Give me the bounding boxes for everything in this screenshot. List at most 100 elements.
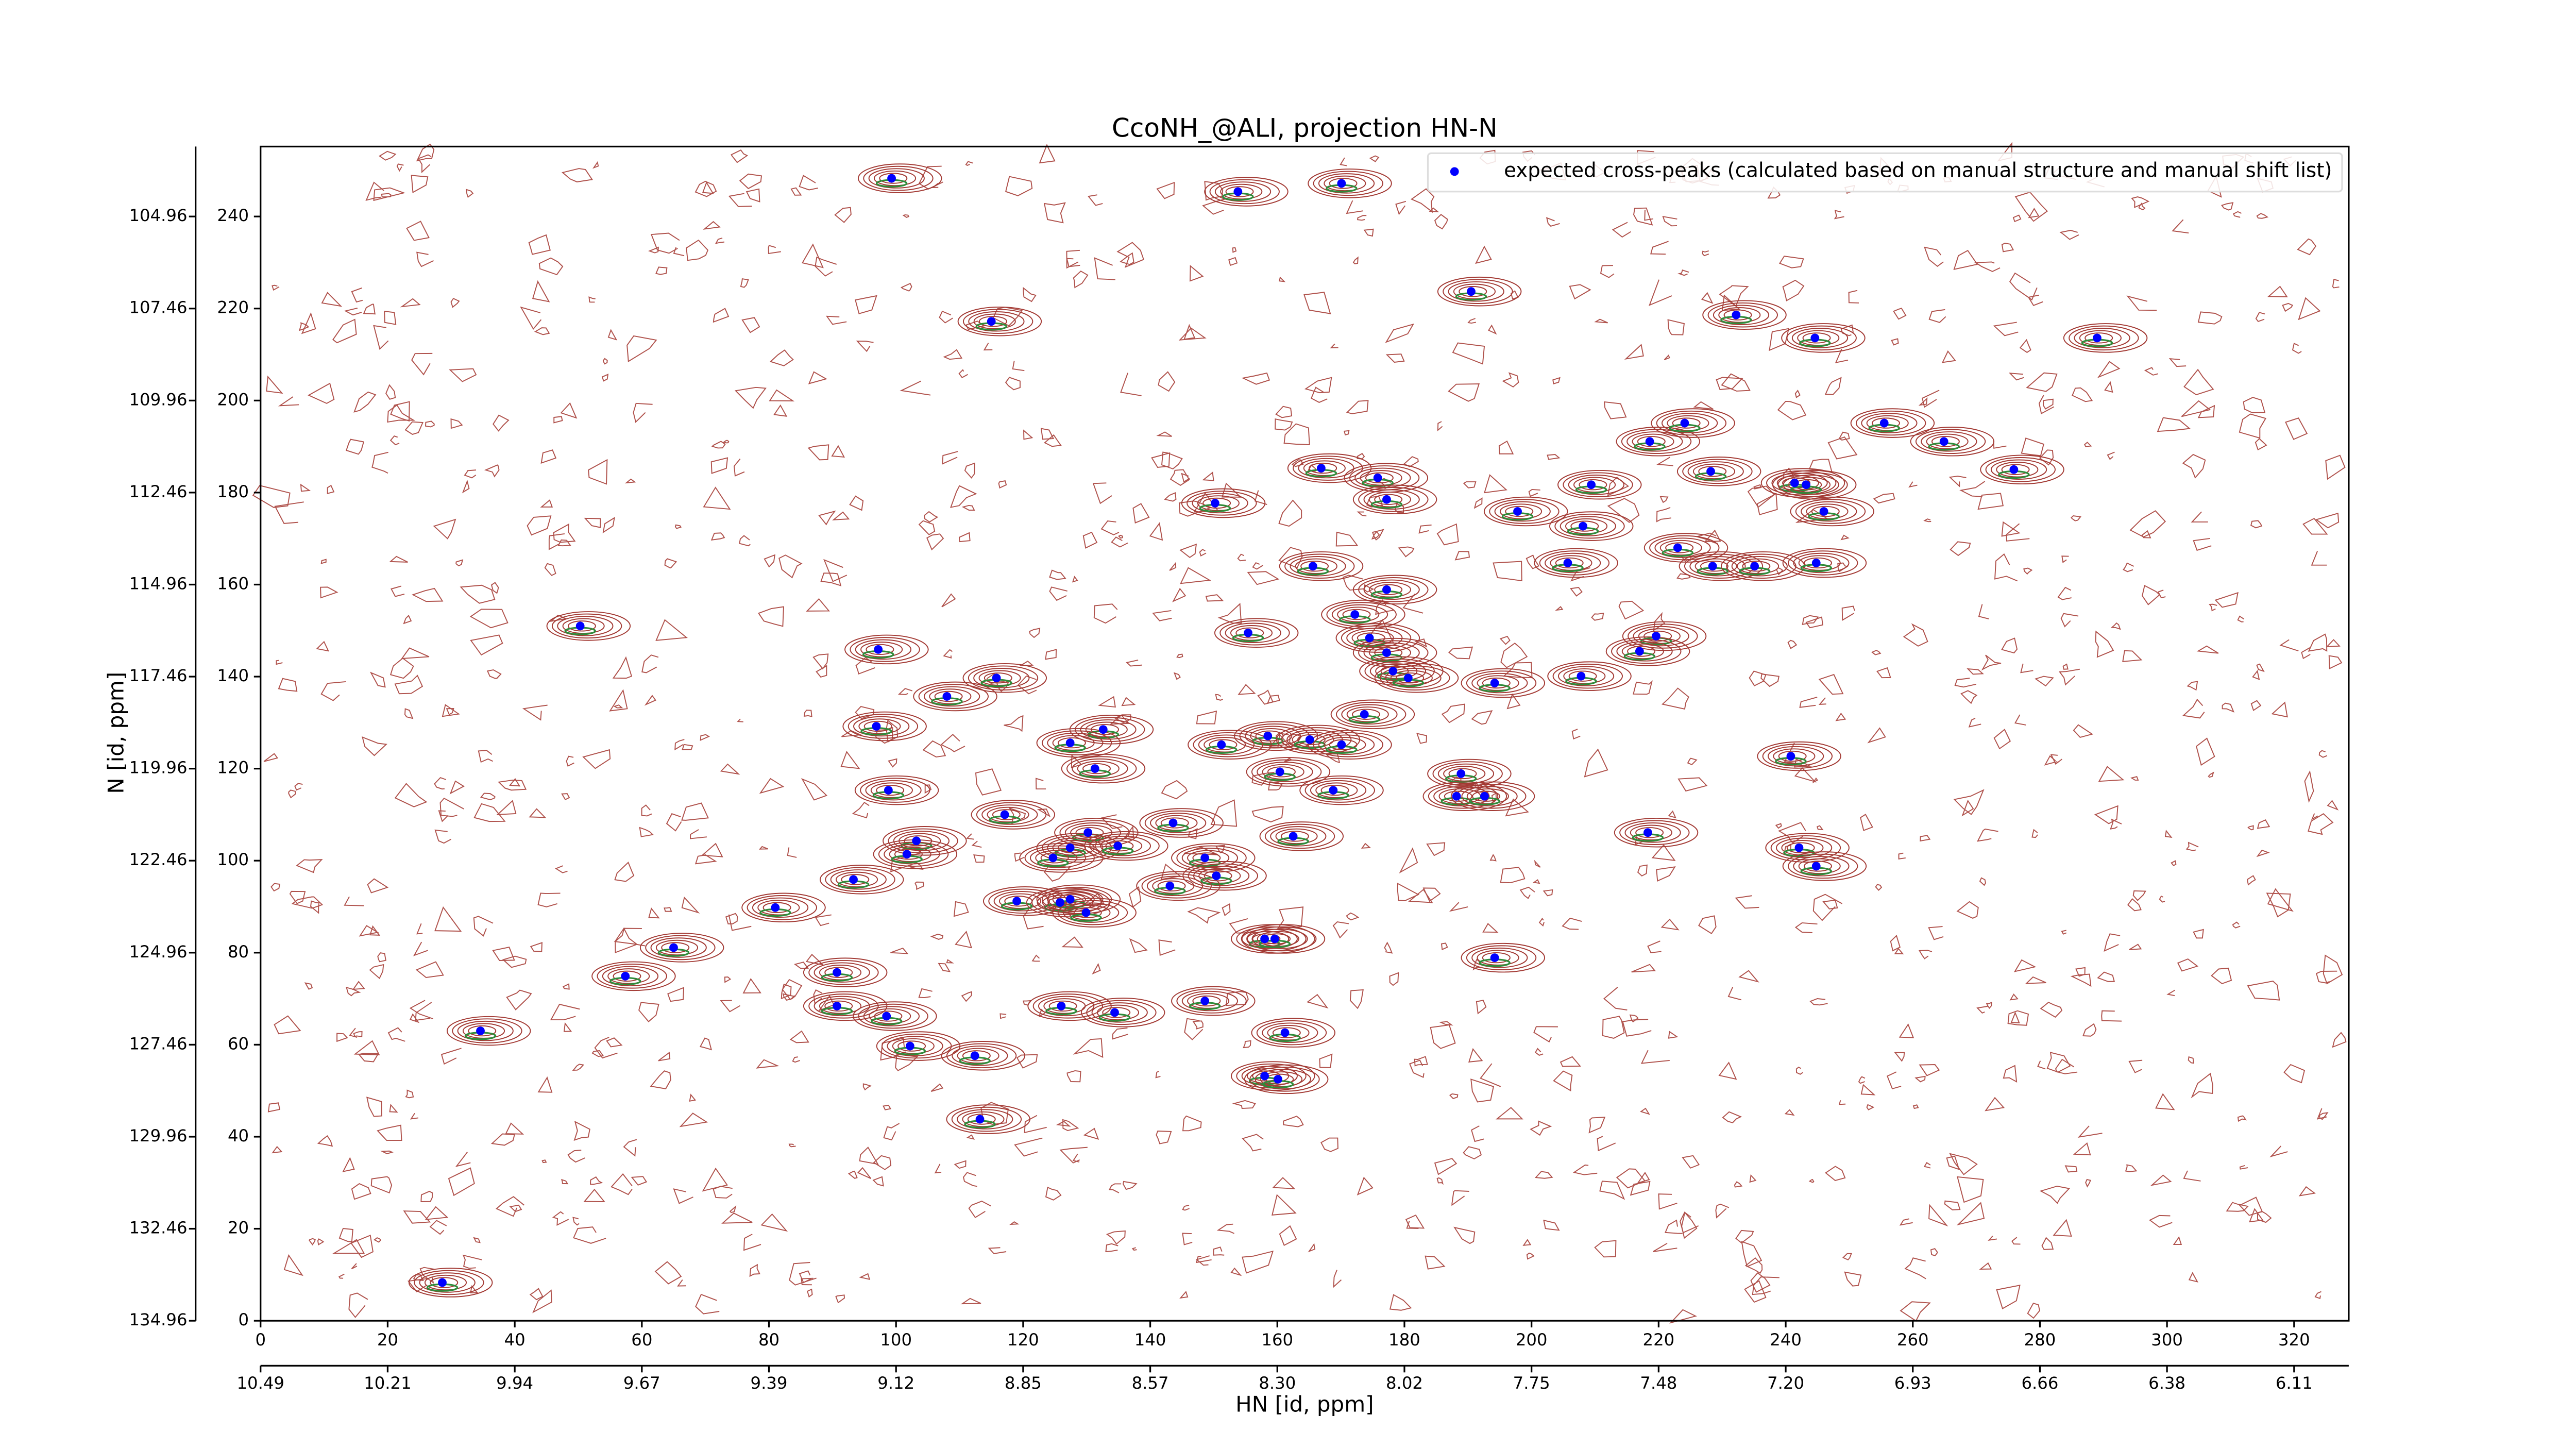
peak-contour [1192, 493, 1248, 514]
peak-contour [1204, 737, 1246, 753]
noise-contour [2122, 650, 2143, 662]
noise-contour [2141, 530, 2151, 538]
peak-contour [1052, 898, 1137, 928]
noise-contour [2019, 339, 2031, 353]
noise-contour [1131, 1247, 1137, 1251]
noise-contour [538, 257, 564, 276]
noise-contour [389, 658, 414, 679]
peak-contour [1563, 472, 1633, 497]
noise-contour [1979, 1262, 1992, 1270]
noise-contour [1941, 350, 1956, 363]
peak-contour [607, 968, 650, 984]
noise-contour [396, 163, 404, 172]
noise-contour [1805, 616, 1823, 629]
noise-contour [1668, 1031, 1679, 1039]
noise-contour [385, 384, 396, 400]
peak-contour [757, 900, 800, 916]
noise-contour [2188, 1272, 2199, 1283]
noise-contour [1682, 1155, 1700, 1169]
noise-contour [1875, 884, 1883, 891]
noise-contour [673, 247, 685, 257]
noise-contour [369, 925, 381, 936]
noise-contour [276, 660, 283, 665]
noise-contour [768, 245, 781, 255]
peak-contour [952, 1046, 1008, 1066]
peak-contour [1568, 670, 1597, 682]
peak-contour [1380, 665, 1450, 690]
noise-contour [1093, 603, 1118, 624]
peak-contour [1346, 706, 1389, 722]
peak-contour [1776, 837, 1833, 858]
noise-contour [2311, 551, 2327, 566]
noise-contour [1640, 1050, 1670, 1064]
noise-contour [2062, 663, 2069, 670]
peak-contour [1793, 552, 1850, 574]
noise-contour [1340, 157, 1347, 166]
noise-contour [1275, 418, 1293, 431]
noise-contour [1278, 499, 1302, 527]
noise-contour [1045, 649, 1057, 660]
noise-contour [1228, 257, 1238, 266]
peak-contour [1428, 783, 1499, 809]
noise-contour [1616, 1168, 1646, 1189]
noise-contour [859, 1147, 879, 1165]
peak-contour [1804, 557, 1832, 569]
noise-contour [1787, 639, 1798, 649]
peak-contour [1679, 551, 1764, 581]
peak-contour [850, 637, 920, 662]
noise-contour [529, 1288, 544, 1301]
noise-contour [1656, 507, 1671, 523]
peak-contour [462, 1023, 505, 1039]
noise-contour [758, 846, 768, 850]
noise-contour [1637, 864, 1648, 877]
noise-contour [373, 187, 406, 201]
peak-contour [946, 1043, 1017, 1069]
noise-contour [1449, 1093, 1459, 1100]
noise-contour [1361, 843, 1371, 849]
noise-contour [359, 925, 379, 937]
peak-contour [824, 1000, 853, 1012]
peak-contour [1770, 835, 1841, 861]
noise-contour [654, 1261, 682, 1285]
noise-contour [2098, 766, 2125, 782]
peak-contour [1698, 466, 1727, 477]
noise-contour [1155, 1071, 1161, 1079]
noise-contour [699, 1037, 713, 1051]
noise-contour [1179, 1290, 1189, 1299]
peak-contour [1798, 858, 1841, 874]
noise-contour [1978, 604, 1989, 620]
noise-contour [321, 292, 343, 307]
peak-contour [551, 613, 622, 639]
peak-contour [1659, 540, 1702, 556]
peak-contour [2001, 464, 2030, 475]
cross-peak-marker [1403, 673, 1413, 683]
peak-contour [957, 306, 1042, 336]
peak-contour [858, 718, 901, 734]
noise-contour [1651, 844, 1676, 861]
noise-contour [1749, 1174, 1757, 1183]
noise-contour [1437, 421, 1443, 432]
peak-contour [819, 865, 904, 895]
noise-contour [769, 349, 794, 366]
noise-contour [1876, 667, 1891, 679]
peak-contour [1064, 822, 1122, 843]
peak-contour [1214, 618, 1299, 648]
peak-contour [1235, 627, 1264, 638]
peak-contour [957, 1048, 999, 1064]
noise-contour [841, 730, 863, 737]
peak-contour [860, 778, 930, 803]
noise-contour [541, 1159, 547, 1164]
noise-contour [741, 317, 760, 333]
noise-contour [983, 343, 993, 351]
noise-contour [1647, 940, 1662, 953]
peak-contour [865, 780, 922, 801]
x-axis-label: HN [id, ppm] [1235, 1391, 1374, 1417]
noise-contour [1016, 1054, 1038, 1069]
peak-contour [1787, 853, 1858, 879]
x-tick-label: 100 [880, 1330, 912, 1350]
noise-contour [1677, 777, 1708, 792]
noise-contour [1335, 531, 1359, 547]
noise-contour [1500, 643, 1528, 668]
peak-contour [1783, 474, 1839, 495]
peak-contour [1672, 417, 1701, 429]
